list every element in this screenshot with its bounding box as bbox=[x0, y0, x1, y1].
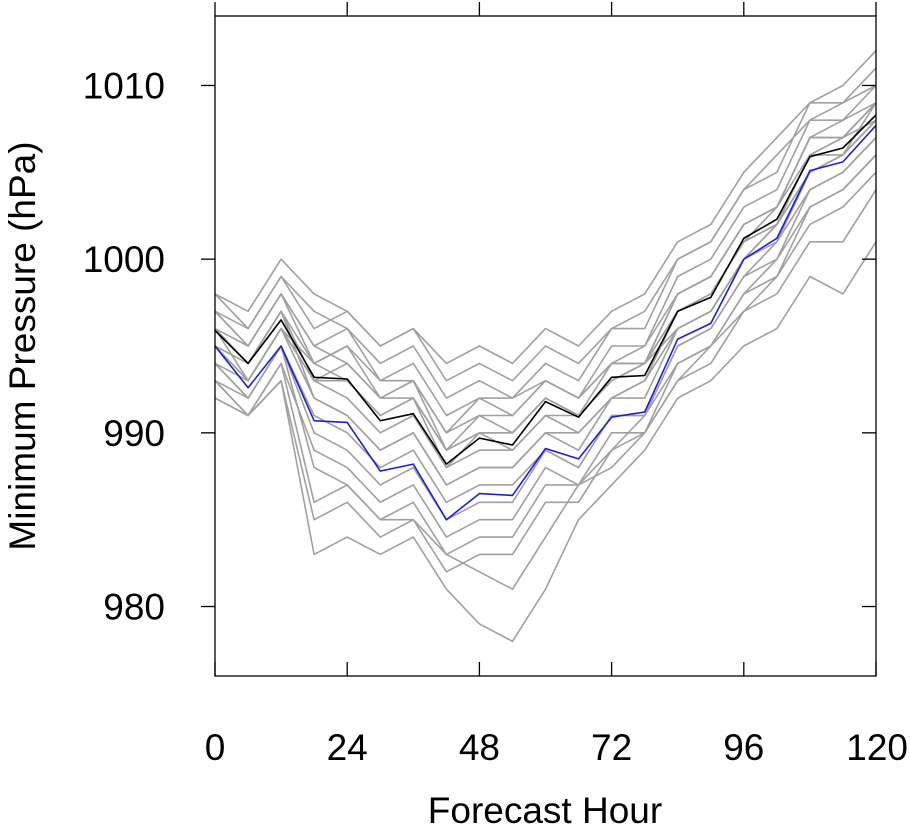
y-tick-label: 1000 bbox=[83, 239, 165, 280]
ensemble-line-19 bbox=[214, 102, 877, 434]
x-tick-label: 72 bbox=[591, 727, 632, 768]
ensemble-line-14 bbox=[214, 154, 877, 556]
ensemble-line-13 bbox=[214, 171, 877, 573]
ensemble-line-10 bbox=[214, 119, 877, 486]
ensemble-line-6 bbox=[214, 154, 877, 538]
ensemble-line-15 bbox=[214, 241, 877, 643]
x-tick-label: 0 bbox=[205, 727, 226, 768]
ensemble-lines bbox=[214, 50, 877, 643]
y-tick-label: 980 bbox=[103, 587, 165, 628]
y-tick-label: 990 bbox=[103, 413, 165, 454]
y-tick-labels: 980 990 1000 1010 bbox=[83, 65, 165, 627]
ensemble-line-20 bbox=[214, 119, 877, 452]
blue-line bbox=[214, 124, 877, 521]
ensemble-line-5 bbox=[214, 137, 877, 504]
x-axis-title: Forecast Hour bbox=[428, 790, 662, 827]
highlight-series bbox=[214, 114, 877, 521]
y-axis-title: Minimum Pressure (hPa) bbox=[2, 141, 43, 550]
x-tick-label: 48 bbox=[459, 727, 500, 768]
ensemble-line-8 bbox=[214, 84, 877, 399]
x-tick-label: 96 bbox=[723, 727, 764, 768]
x-tick-label: 120 bbox=[846, 727, 908, 768]
ensemble-line-12 bbox=[214, 137, 877, 521]
plot-frame bbox=[214, 15, 877, 677]
ensemble-line-9 bbox=[214, 50, 877, 365]
ensemble-line-7 bbox=[214, 102, 877, 434]
ensemble-line-17 bbox=[214, 119, 877, 486]
ensemble-line-18 bbox=[214, 102, 877, 469]
axis-ticks bbox=[201, 2, 877, 676]
x-tick-label: 24 bbox=[327, 727, 368, 768]
mean-line bbox=[214, 114, 877, 465]
ensemble-line-16 bbox=[214, 189, 877, 591]
y-tick-label: 1010 bbox=[83, 65, 165, 106]
ensemble-line-2 bbox=[214, 84, 877, 417]
x-tick-labels: 0 24 48 72 96 120 bbox=[205, 727, 908, 768]
ensemble-line-3 bbox=[214, 67, 877, 382]
